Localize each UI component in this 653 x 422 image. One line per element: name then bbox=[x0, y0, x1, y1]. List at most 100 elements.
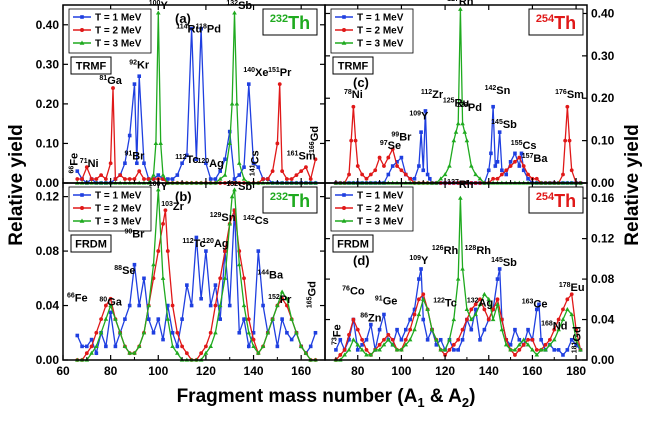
data-point-3mev bbox=[265, 330, 271, 335]
data-point-1mev bbox=[208, 177, 213, 181]
fragment-mass: 100 bbox=[149, 0, 161, 7]
fragment-annotation: 128Rh bbox=[465, 245, 492, 257]
fragment-mass: 132 bbox=[226, 181, 238, 188]
data-point-1mev bbox=[428, 176, 432, 181]
data-point-1mev bbox=[89, 337, 94, 342]
panel-frame bbox=[324, 182, 588, 361]
fragment-element: Sb bbox=[503, 257, 517, 269]
data-point-3mev bbox=[364, 352, 369, 357]
data-point-2mev bbox=[156, 249, 161, 253]
data-point-1mev bbox=[218, 169, 222, 173]
nucleus-mass: 232 bbox=[270, 191, 288, 203]
panel-label: (b) bbox=[175, 189, 192, 204]
data-point-2mev bbox=[504, 168, 509, 173]
data-point-1mev bbox=[386, 172, 391, 177]
data-point-1mev bbox=[185, 283, 189, 287]
x-axis-label-main: Fragment mass number (A bbox=[177, 386, 418, 407]
fragment-annotation: 103Zr bbox=[161, 201, 184, 213]
data-point-1mev bbox=[156, 173, 161, 177]
data-point-3mev bbox=[372, 347, 378, 352]
data-point-3mev bbox=[94, 343, 99, 348]
fragment-annotation: 155Cs bbox=[511, 140, 537, 152]
fragment-mass: 88 bbox=[114, 265, 122, 272]
data-point-1mev bbox=[486, 168, 491, 173]
data-point-2mev bbox=[469, 307, 474, 312]
data-point-3mev bbox=[158, 141, 163, 146]
x-axis-label-mid: & A bbox=[425, 386, 463, 407]
data-point-1mev bbox=[565, 348, 570, 352]
fragment-element: Ni bbox=[352, 89, 363, 101]
data-point-2mev bbox=[552, 327, 557, 332]
data-point-1mev bbox=[399, 337, 404, 342]
data-point-1mev bbox=[137, 303, 142, 308]
data-point-3mev bbox=[521, 337, 526, 342]
data-point-2mev bbox=[218, 276, 223, 281]
x-axis-label-sub1: 1 bbox=[417, 395, 424, 410]
data-point-2mev bbox=[416, 297, 421, 302]
y-axis-label-left: Relative yield bbox=[6, 124, 27, 245]
legend-marker bbox=[80, 193, 84, 197]
fragment-mass: 66 bbox=[67, 292, 75, 299]
y-tick-label: 0.12 bbox=[591, 232, 615, 246]
fragment-annotation: 76Co bbox=[342, 285, 365, 297]
data-point-2mev bbox=[364, 347, 369, 352]
data-point-3mev bbox=[512, 347, 518, 352]
data-point-2mev bbox=[364, 176, 369, 181]
data-point-1mev bbox=[135, 161, 139, 166]
data-point-1mev bbox=[189, 303, 194, 308]
panel-b: 60 80 100 120 140 160 0.00 0.04 0.08 0.12 T = 1 Me… bbox=[36, 181, 326, 378]
data-point-1mev bbox=[80, 344, 84, 349]
data-point-3mev bbox=[89, 350, 94, 355]
data-point-2mev bbox=[137, 169, 142, 174]
data-point-3mev bbox=[151, 172, 156, 177]
data-point-2mev bbox=[261, 177, 265, 181]
data-point-3mev bbox=[153, 141, 159, 146]
fragment-mass: 97 bbox=[380, 140, 388, 147]
fragment-annotation: 141Cs bbox=[249, 150, 261, 176]
data-point-1mev bbox=[170, 177, 175, 181]
fragment-annotation: 127Rh bbox=[447, 179, 474, 191]
data-point-1mev bbox=[242, 317, 246, 321]
data-point-2mev bbox=[347, 172, 351, 177]
fragment-element: Sn bbox=[496, 85, 510, 97]
fragment-mass: 112 bbox=[182, 238, 193, 245]
data-point-2mev bbox=[408, 327, 413, 332]
fragment-element: Pr bbox=[280, 67, 292, 79]
y-tick-label: 0.30 bbox=[591, 49, 615, 63]
data-point-2mev bbox=[456, 337, 461, 342]
data-point-3mev bbox=[351, 337, 356, 342]
data-point-1mev bbox=[251, 330, 256, 335]
data-point-1mev bbox=[180, 317, 184, 321]
data-point-2mev bbox=[478, 297, 482, 302]
data-point-3mev bbox=[108, 303, 113, 308]
data-point-3mev bbox=[175, 350, 180, 355]
fragment-mass: 145 bbox=[491, 257, 503, 264]
data-point-3mev bbox=[246, 330, 252, 335]
data-point-2mev bbox=[146, 177, 151, 181]
data-point-3mev bbox=[556, 327, 561, 332]
data-point-1mev bbox=[473, 307, 478, 312]
data-point-3mev bbox=[251, 343, 256, 348]
data-point-1mev bbox=[395, 160, 399, 164]
fragment-element: Y bbox=[160, 181, 168, 193]
data-point-3mev bbox=[355, 342, 361, 347]
fragment-element: Se bbox=[122, 265, 135, 277]
data-point-3mev bbox=[425, 307, 430, 312]
data-point-2mev bbox=[89, 344, 94, 349]
data-point-1mev bbox=[218, 317, 222, 321]
data-point-3mev bbox=[232, 187, 237, 192]
y-tick-label: 0.00 bbox=[36, 176, 60, 190]
data-point-2mev bbox=[482, 307, 487, 312]
data-point-3mev bbox=[103, 316, 109, 321]
data-point-2mev bbox=[569, 168, 574, 173]
fragment-element: Sm bbox=[567, 89, 584, 101]
data-point-2mev bbox=[89, 177, 94, 181]
data-point-3mev bbox=[279, 289, 285, 294]
data-point-1mev bbox=[166, 177, 170, 181]
data-point-2mev bbox=[382, 164, 386, 168]
data-point-3mev bbox=[455, 121, 461, 126]
nucleus-symbol: Th bbox=[288, 13, 310, 33]
data-point-2mev bbox=[386, 155, 391, 160]
fragment-mass: 90 bbox=[124, 228, 132, 235]
